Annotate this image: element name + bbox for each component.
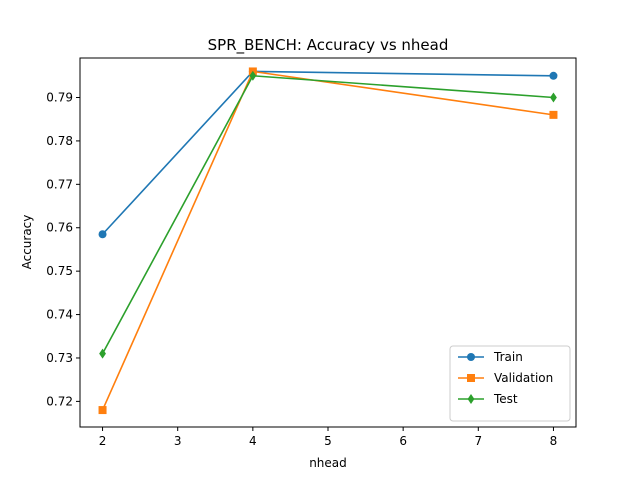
validation-data-point	[98, 406, 107, 415]
x-tick-label: 8	[550, 434, 558, 448]
x-tick-label: 2	[99, 434, 107, 448]
chart-title: SPR_BENCH: Accuracy vs nhead	[208, 36, 449, 55]
train-data-point	[98, 230, 107, 239]
y-tick-label: 0.75	[46, 264, 73, 278]
x-tick-label: 6	[399, 434, 407, 448]
test-series-line	[101, 74, 554, 355]
y-tick-label: 0.72	[46, 394, 73, 408]
test-series	[99, 70, 557, 359]
y-tick-label: 0.76	[46, 221, 73, 235]
legend-item-test: Test	[458, 392, 518, 406]
y-tick-label: 0.77	[46, 177, 73, 191]
x-tick-label: 4	[249, 434, 257, 448]
x-tick-label: 3	[174, 434, 182, 448]
legend: Train Validation Test	[449, 345, 571, 422]
ticks-layer: 2 3 4 5 6 7 8 0.72 0.73 0.74 0.75 0.76 0.77 0.78 0.79	[46, 91, 557, 448]
train-data-point	[549, 71, 558, 80]
train-series-line	[101, 70, 554, 235]
series-layer	[98, 67, 558, 415]
legend-item-train: Train	[458, 350, 523, 364]
legend-item-validation: Validation	[458, 371, 553, 385]
legend-label: Train	[493, 350, 523, 364]
y-tick-label: 0.79	[46, 91, 73, 105]
x-axis-label: nhead	[309, 456, 347, 470]
test-data-point	[99, 348, 106, 359]
test-data-point	[249, 70, 257, 81]
y-tick-label: 0.78	[46, 134, 73, 148]
y-tick-label: 0.73	[46, 351, 73, 365]
validation-data-point	[549, 110, 558, 119]
y-tick-label: 0.74	[46, 308, 73, 322]
y-axis-label: Accuracy	[20, 215, 34, 270]
legend-box	[449, 345, 571, 422]
x-tick-label: 5	[324, 434, 332, 448]
legend-label: Validation	[494, 371, 553, 385]
legend-swatch-marker	[467, 353, 475, 361]
x-tick-label: 7	[474, 434, 482, 448]
legend-label: Test	[493, 392, 518, 406]
legend-swatch-marker	[467, 394, 475, 404]
test-data-point	[550, 92, 557, 103]
legend-swatch-marker	[467, 374, 475, 382]
